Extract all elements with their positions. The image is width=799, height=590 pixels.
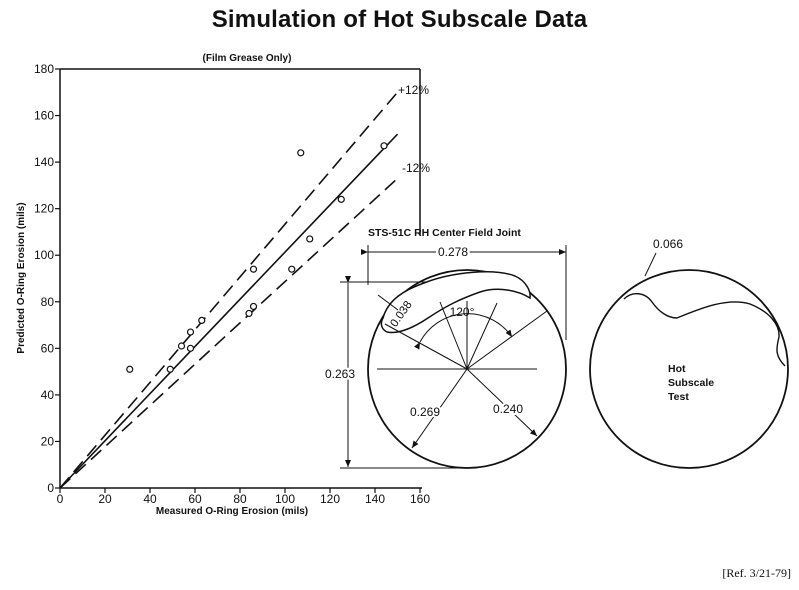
data-point [186,328,195,336]
perfect-agreement-line [59,133,399,489]
y-tick-label: 140 [34,155,54,169]
plus-12-percent-line [59,91,399,489]
data-point [166,365,174,373]
hot-subscale-erosion-profile [623,293,786,367]
data-point [198,316,206,324]
plus-12-label: +12% [398,83,429,97]
data-point [297,149,305,157]
data-point [380,142,388,150]
hot-subscale-caption-3: Test [668,391,689,403]
x-tick-label: 40 [143,492,157,506]
data-points [126,142,388,373]
x-tick-label: 60 [188,492,202,506]
reference-note: [Ref. 3/21-79] [722,566,791,580]
x-tick-label: 160 [410,492,430,506]
angle-label: 120° [450,305,475,319]
minus-12-label: -12% [402,161,430,175]
y-tick-label: 0 [47,481,54,495]
x-axis-title: Measured O-Ring Erosion (mils) [156,506,308,517]
data-point [249,302,258,311]
radius-right-label: 0.240 [493,402,523,416]
height-label: 0.263 [325,367,355,381]
erosion-region [380,271,531,334]
depth-leader [644,252,657,277]
hot-subscale-caption-2: Subscale [668,377,714,389]
x-tick-label: 140 [365,492,385,506]
x-tick-label: 0 [57,492,64,506]
minus-12-percent-line [59,177,399,489]
field-joint-title: STS-51C RH Center Field Joint [368,227,521,239]
chart-frame [59,68,422,489]
y-axis-title: Predicted O-Ring Erosion (mils) [16,202,27,353]
field-joint-diagram: STS-51C RH Center Field Joint 0.278 0.26… [322,227,567,469]
y-tick-label: 80 [41,295,55,309]
data-point [337,195,345,203]
radius-left-label: 0.269 [410,405,440,419]
y-tick-label: 100 [34,248,54,262]
data-point [306,235,314,243]
y-tick-label: 160 [34,109,54,123]
y-tick-label: 40 [41,388,55,402]
x-tick-label: 80 [233,492,247,506]
y-tick-label: 60 [41,341,55,355]
y-ticks: 0 20 40 60 80 100 120 140 160 180 [34,62,60,495]
angle-rays [377,301,548,449]
data-point [245,309,253,318]
x-tick-label: 20 [98,492,112,506]
data-point [288,265,296,273]
hot-subscale-cross-section [589,269,789,469]
x-tick-label: 100 [275,492,295,506]
data-point [126,365,134,373]
x-tick-label: 120 [320,492,340,506]
hot-subscale-caption-1: Hot [668,363,686,375]
data-point [177,342,186,350]
y-tick-label: 180 [34,62,54,76]
data-point [249,265,258,273]
chart-subtitle: (Film Grease Only) [203,53,292,64]
field-joint-cross-section [367,269,567,469]
width-label: 0.278 [438,245,468,259]
hot-subscale-diagram: 0.066 Hot Subscale Test [589,237,789,469]
x-ticks: 0 20 40 60 80 100 120 140 160 [57,488,430,506]
data-point [186,344,195,352]
depth-label: 0.066 [653,237,683,251]
reference-lines [59,91,399,489]
erosion-leader [377,294,399,311]
page-title: Simulation of Hot Subscale Data [211,6,588,33]
y-tick-label: 20 [41,434,55,448]
y-tick-label: 120 [34,202,54,216]
